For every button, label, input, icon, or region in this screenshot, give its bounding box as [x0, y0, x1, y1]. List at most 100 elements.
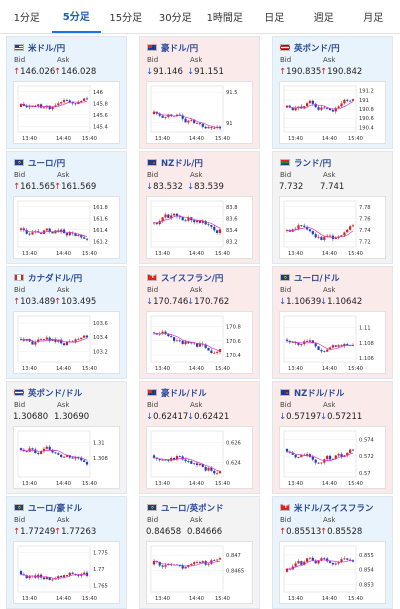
candle-body [193, 463, 196, 465]
price-chart[interactable]: 1.11 1.108 1.106 13:40 14:40 15:40 [279, 311, 386, 374]
currency-pair-label: 豪ドル/ドル [161, 388, 207, 399]
arrow-down-icon: ↓ [279, 412, 287, 422]
candle-body [300, 561, 303, 565]
currency-pair-title[interactable]: 米ドル/スイスフラン [280, 501, 373, 514]
ask-value: ↑146.028 [54, 67, 96, 77]
rate-card[interactable]: ユーロ/豪ドル Bid Ask ↑1.77249 ↑1.77263 1.775 1.77 1.… [6, 496, 127, 609]
rate-card[interactable]: NZドル/ドル Bid Ask ↓0.57197 ↓0.57211 0.574 0.572 0… [272, 381, 393, 494]
price-chart[interactable]: 7.78 7.76 7.74 7.72 13:40 14:40 15:40 [279, 196, 386, 259]
currency-pair-title[interactable]: NZドル/ドル [280, 386, 344, 399]
price-chart[interactable]: 91.5 91 13:40 14:40 15:40 [146, 81, 253, 144]
candle-body [204, 220, 207, 225]
rate-card[interactable]: ユーロ/円 Bid Ask ↑161.565 ↑161.569 161.8 161.6 161… [6, 151, 127, 264]
rate-card[interactable]: ユーロ/ドル Bid Ask ↓1.10639 ↓1.10642 1.11 1.108 1.1… [272, 266, 393, 379]
currency-pair-title[interactable]: 豪ドル/ドル [147, 386, 207, 399]
bid-price: 170.746 [153, 297, 189, 307]
currency-pair-title[interactable]: 米ドル/円 [14, 41, 65, 54]
price-chart[interactable]: 161.8 161.6 161.4 161.2 13:40 14:40 15:40 [13, 196, 120, 259]
candle-body [331, 458, 335, 460]
currency-pair-title[interactable]: ランド/円 [280, 156, 331, 169]
candle-body [187, 120, 190, 123]
bid-price: 190.835 [286, 67, 322, 77]
bid-value: ↓0.62417 [146, 412, 188, 422]
candle-body [337, 562, 340, 564]
rate-card[interactable]: 英ポンド/円 Bid Ask ↑190.835 ↑190.842 191.2 191 190.… [272, 36, 393, 149]
rate-card[interactable]: 豪ドル/円 Bid Ask ↓91.146 ↓91.151 91.5 91 13:40 14:4… [139, 36, 260, 149]
bid-value: 0.84658 [146, 527, 181, 537]
candle-body [308, 454, 312, 457]
candle-body [218, 471, 222, 474]
candle-body [343, 558, 346, 560]
currency-pair-title[interactable]: カナダドル/円 [14, 271, 82, 284]
rate-card[interactable]: スイスフラン/円BidAsk↓170.746↓170.762170.8170.6… [139, 266, 260, 379]
price-chart[interactable]: 0.574 0.572 0.57 13:40 14:40 15:40 [279, 426, 386, 489]
x-tick-label: 15:40 [348, 481, 363, 487]
candle-body [195, 463, 199, 466]
candle-body [80, 100, 83, 103]
price-chart[interactable]: 146 145.8 145.6 145.4 13:40 14:40 15:40 [13, 81, 120, 144]
currency-pair-title[interactable]: 英ポンド/ドル [14, 386, 82, 399]
tab-8[interactable]: 月足 [363, 13, 384, 24]
candle-body [351, 560, 355, 562]
price-chart[interactable]: 170.8 170.6 170.4 13:40 14:40 15:40 [146, 311, 253, 374]
candle-body [60, 102, 63, 104]
candle-body [42, 107, 46, 109]
candle-body [45, 446, 48, 449]
y-tick-label: 145.6 [93, 113, 108, 119]
tab-6[interactable]: 日足 [264, 13, 285, 24]
rate-card[interactable]: 豪ドル/ドル Bid Ask ↓0.62417 ↓0.62421 0.626 0.624 13… [139, 381, 260, 494]
currency-pair-title[interactable]: 英ポンド/円 [280, 41, 340, 54]
price-chart[interactable]: 1.31 1.308 13:40 14:40 15:40 [13, 426, 120, 489]
price-chart[interactable]: 0.847 0.8465 13:40 14:40 15:40 [146, 541, 253, 604]
currency-pair-title[interactable]: 豪ドル/円 [147, 41, 198, 54]
bid-value: 7.732 [279, 182, 303, 192]
rate-card[interactable]: NZドル/円 Bid Ask ↓83.532 ↓83.539 83.8 83.6 83.4 83… [139, 151, 260, 264]
arrow-up-icon: ↑ [54, 527, 62, 537]
candle-body [201, 561, 204, 563]
tab-3[interactable]: 15分足 [109, 13, 143, 24]
rate-card[interactable]: カナダドル/円 Bid Ask ↑103.489 ↑103.495 103.6 103.4 1… [6, 266, 127, 379]
currency-pair-title[interactable]: ユーロ/英ポンド [147, 501, 224, 514]
candle-body [172, 337, 176, 341]
rate-card[interactable]: 米ドル/円 Bid Ask ↑146.026 ↑146.028 146 145.8 145.6… [6, 36, 127, 149]
candle-body [60, 339, 63, 344]
ca-flag-icon [14, 274, 24, 281]
price-chart[interactable]: 0.855 0.854 0.853 13:40 14:40 15:40 [279, 541, 386, 604]
rate-card[interactable]: 米ドル/スイスフランBidAsk↑0.85513↑0.855280.8550.8… [272, 496, 393, 609]
tab-7[interactable]: 週足 [313, 13, 334, 24]
tab-2[interactable]: 5分足 [51, 0, 101, 33]
ask-label: Ask [190, 286, 203, 294]
tab-1[interactable]: 1分足 [13, 13, 40, 24]
currency-pair-title[interactable]: ユーロ/豪ドル [14, 501, 82, 514]
currency-pair-title[interactable]: NZドル/円 [147, 156, 203, 169]
rate-card[interactable]: ランド/円 Bid Ask 7.732 7.741 7.78 7.76 7.74 7.72 13:… [272, 151, 393, 264]
candle-body [285, 230, 289, 231]
x-tick-label: 13:40 [22, 481, 37, 487]
ask-value: ↑0.85528 [320, 527, 362, 537]
candle-body [19, 228, 23, 230]
currency-pair-title[interactable]: スイスフラン/円 [147, 271, 223, 284]
candle-body [337, 345, 340, 347]
y-tick-label: 7.76 [359, 216, 371, 222]
tab-5[interactable]: 1時間足 [206, 13, 243, 24]
candle-body [346, 343, 349, 345]
candle-body [297, 343, 300, 345]
rate-card[interactable]: 英ポンド/ドル Bid Ask 1.30680 1.30690 1.31 1.308 13:4… [6, 381, 127, 494]
candle-body [294, 563, 297, 567]
candle-body [80, 337, 83, 340]
au-flag-icon [147, 389, 157, 396]
y-tick-label: 1.765 [93, 583, 108, 589]
candle-body [218, 349, 222, 352]
price-chart[interactable]: 0.626 0.624 13:40 14:40 15:40 [146, 426, 253, 489]
tab-4[interactable]: 30分足 [158, 13, 192, 24]
price-chart[interactable]: 1.775 1.77 1.765 13:40 14:40 15:40 [13, 541, 120, 604]
price-chart[interactable]: 191.2 191 190.8 190.6 190.4 13:40 14:40 15:40 [279, 81, 386, 144]
candle-body [172, 457, 176, 460]
currency-pair-title[interactable]: ユーロ/ドル [280, 271, 340, 284]
currency-pair-title[interactable]: ユーロ/円 [14, 156, 65, 169]
price-chart[interactable]: 103.6 103.4 103.2 13:40 14:40 15:40 [13, 311, 120, 374]
candle-body [323, 236, 326, 240]
rate-card[interactable]: ユーロ/英ポンド Bid Ask 0.84658 0.84666 0.847 0.8465 1… [139, 496, 260, 609]
price-chart[interactable]: 83.8 83.6 83.4 83.2 13:40 14:40 15:40 [146, 196, 253, 259]
currency-pair-label: ユーロ/豪ドル [28, 503, 83, 514]
